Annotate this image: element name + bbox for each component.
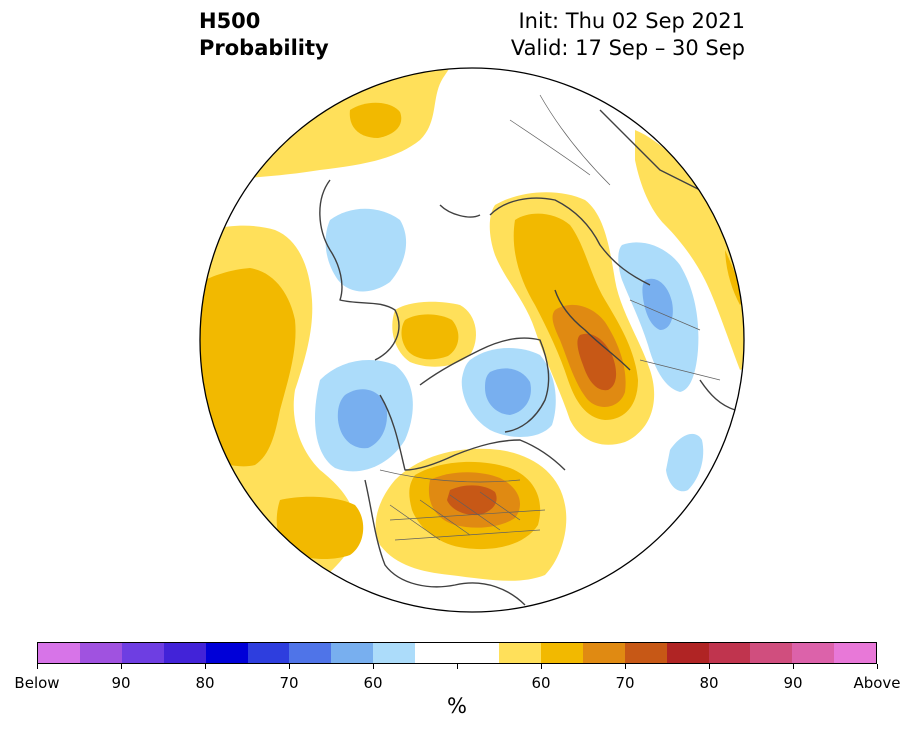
country-borders	[379, 94, 721, 541]
colorbar-swatch	[205, 643, 248, 663]
colorbar-tick-mark	[540, 664, 542, 669]
title-variable: H500	[199, 9, 261, 33]
above-shade-mid	[401, 314, 459, 360]
colorbar-tick-mark	[36, 664, 38, 669]
colorbar-tick-mark	[288, 664, 290, 669]
probability-field	[200, 68, 744, 612]
colorbar-tick-label: 70	[279, 674, 299, 692]
colorbar-tick-label: Above	[853, 674, 901, 692]
map-boundary	[199, 67, 745, 613]
colorbar-tick-mark	[624, 664, 626, 669]
colorbar-tick-label: 80	[195, 674, 215, 692]
colorbar-tick-label: 80	[699, 674, 719, 692]
colorbar-tick-mark	[876, 664, 878, 669]
colorbar-swatch	[834, 643, 877, 663]
colorbar-tick-mark	[708, 664, 710, 669]
title-product: Probability	[199, 36, 329, 60]
colorbar-tick-mark	[120, 664, 122, 669]
polar-map	[199, 67, 745, 613]
above-normal-strongest	[447, 333, 617, 516]
colorbar-tick-mark	[792, 664, 794, 669]
colorbar-tick-label: 90	[111, 674, 131, 692]
colorbar-swatch	[289, 643, 332, 663]
colorbar-swatch	[498, 643, 541, 663]
colorbar-swatch	[666, 643, 709, 663]
map-title: H500 Probability	[199, 8, 329, 62]
colorbar-tick-mark	[372, 664, 374, 669]
above-shade-mid	[349, 102, 402, 138]
colorbar-swatch	[331, 643, 374, 663]
colorbar	[37, 642, 877, 664]
above-shade-strongest	[447, 485, 497, 516]
colorbar-tick-label: Below	[14, 674, 60, 692]
below-shade-mid	[642, 278, 673, 330]
colorbar-swatch	[708, 643, 751, 663]
above-shade-mid	[200, 268, 296, 467]
colorbar-tick-label: 70	[615, 674, 635, 692]
colorbar-unit: %	[447, 694, 467, 718]
colorbar-swatch	[750, 643, 793, 663]
colorbar-swatch	[582, 643, 625, 663]
above-shade-light	[635, 130, 744, 370]
colorbar-tick-mark	[204, 664, 206, 669]
below-shade-light	[325, 208, 407, 292]
map-dates: Init: Thu 02 Sep 2021 Valid: 17 Sep – 30…	[511, 8, 745, 62]
colorbar-swatch	[373, 643, 416, 663]
colorbar-swatch	[38, 643, 80, 663]
above-shade-strongest	[577, 333, 617, 391]
colorbar-swatch	[163, 643, 206, 663]
above-shade-mid	[276, 496, 364, 560]
valid-period: Valid: 17 Sep – 30 Sep	[510, 36, 745, 60]
colorbar-tick-label: 90	[783, 674, 803, 692]
colorbar-swatch	[121, 643, 164, 663]
colorbar-swatch	[457, 643, 499, 663]
colorbar-tick-mark	[456, 664, 458, 669]
colorbar-tick-label: 60	[531, 674, 551, 692]
below-shade-mid	[337, 389, 388, 449]
colorbar-swatch	[79, 643, 122, 663]
colorbar-swatch	[624, 643, 667, 663]
below-shade-light	[666, 433, 704, 492]
below-normal-mid	[337, 278, 673, 449]
colorbar-swatch	[540, 643, 583, 663]
colorbar-swatch	[792, 643, 835, 663]
colorbar-swatch	[247, 643, 290, 663]
init-date: Init: Thu 02 Sep 2021	[518, 9, 745, 33]
below-shade-mid	[485, 368, 531, 415]
colorbar-tick-label: 60	[363, 674, 383, 692]
colorbar-swatch	[415, 643, 458, 663]
